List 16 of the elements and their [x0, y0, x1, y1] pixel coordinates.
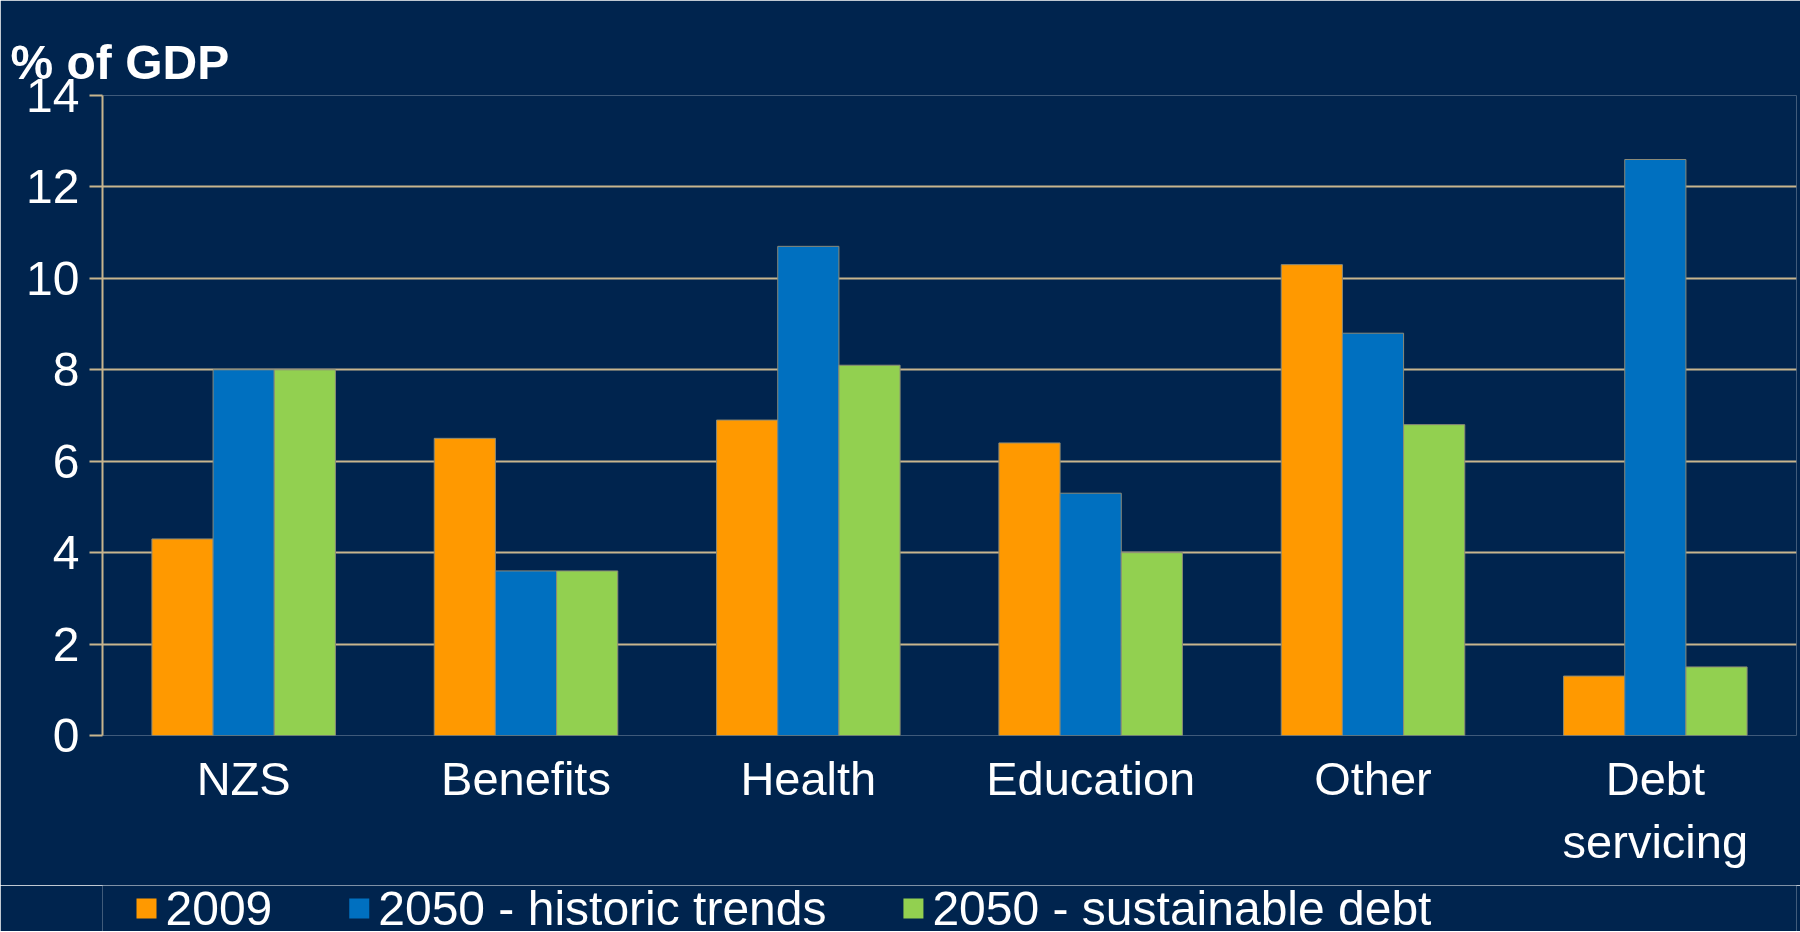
- y-tick-label: 6: [52, 434, 80, 488]
- y-tick-label: 12: [26, 160, 80, 214]
- y-tick-label: 0: [52, 709, 80, 762]
- x-tick-label: Debt servicing: [1562, 751, 1749, 869]
- y-tick-label: 10: [26, 251, 80, 305]
- y-tick-label: 2: [52, 617, 80, 671]
- legend-label: 2050 - sustainable debt: [932, 882, 1432, 932]
- y-tick-label: 8: [52, 343, 80, 397]
- legend-label: 2050 - historic trends: [378, 882, 827, 932]
- x-tick-label: Health: [740, 751, 877, 805]
- x-tick-label: Benefits: [441, 751, 611, 805]
- x-tick-label: NZS: [196, 751, 291, 805]
- x-tick-label: Other: [1314, 751, 1432, 805]
- x-tick-label: Education: [986, 751, 1196, 805]
- y-tick-label: 4: [52, 526, 80, 580]
- legend-label: 2009: [165, 882, 273, 932]
